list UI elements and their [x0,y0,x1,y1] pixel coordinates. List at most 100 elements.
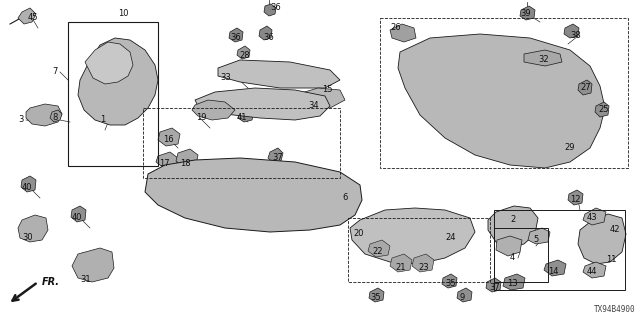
Text: 25: 25 [598,106,609,115]
Text: 22: 22 [372,247,383,257]
Text: 10: 10 [118,10,129,19]
Text: 28: 28 [239,52,250,60]
Polygon shape [578,80,592,95]
Polygon shape [176,149,198,167]
Polygon shape [595,102,609,117]
Bar [494,228,548,282]
Text: 35: 35 [445,279,456,289]
Text: 35: 35 [370,293,381,302]
Text: 30: 30 [22,234,33,243]
Text: 31: 31 [80,276,91,284]
Text: 37: 37 [489,284,500,292]
Polygon shape [218,60,340,88]
Text: 43: 43 [587,213,598,222]
Text: 20: 20 [353,229,364,238]
Polygon shape [229,28,243,42]
Polygon shape [18,8,36,24]
Polygon shape [520,6,535,20]
Polygon shape [398,34,605,168]
Text: 12: 12 [570,196,580,204]
Polygon shape [496,236,522,256]
Text: 21: 21 [395,263,406,273]
Polygon shape [268,148,283,163]
Text: FR.: FR. [42,277,60,287]
Text: 5: 5 [533,236,538,244]
Polygon shape [156,152,178,168]
Text: 6: 6 [342,194,348,203]
Text: 39: 39 [520,10,531,19]
Polygon shape [72,248,114,282]
Polygon shape [78,38,158,125]
Text: 44: 44 [587,268,598,276]
Polygon shape [259,26,272,40]
Polygon shape [85,42,133,84]
Polygon shape [296,88,345,108]
Text: 2: 2 [510,215,515,225]
Text: 29: 29 [564,143,575,153]
Text: 32: 32 [538,55,548,65]
Polygon shape [350,208,475,264]
Text: 41: 41 [237,114,248,123]
Polygon shape [21,176,36,192]
Polygon shape [457,288,472,302]
Text: 8: 8 [52,113,58,122]
Text: 14: 14 [548,268,559,276]
Polygon shape [503,274,525,290]
Polygon shape [237,46,250,59]
Text: 40: 40 [72,213,83,222]
Polygon shape [368,240,390,257]
Polygon shape [238,108,254,122]
Polygon shape [583,208,606,225]
Polygon shape [264,4,276,16]
Text: 24: 24 [445,234,456,243]
Text: 27: 27 [580,84,591,92]
Polygon shape [442,274,457,288]
Polygon shape [145,158,362,232]
Text: 17: 17 [159,159,170,169]
Polygon shape [71,206,86,222]
Polygon shape [578,214,626,264]
Polygon shape [488,206,538,248]
Polygon shape [583,262,606,278]
Text: 23: 23 [418,263,429,273]
Polygon shape [158,128,180,146]
Bar [348,218,490,282]
Text: 9: 9 [460,293,465,302]
Polygon shape [568,190,583,205]
Text: 18: 18 [180,159,191,169]
Polygon shape [486,278,501,292]
Text: 38: 38 [570,31,580,41]
Text: 11: 11 [606,255,616,265]
Polygon shape [18,215,48,242]
Text: 37: 37 [272,154,283,163]
Polygon shape [544,260,566,276]
Polygon shape [192,100,235,120]
Polygon shape [564,24,579,38]
Polygon shape [524,50,562,66]
Text: 34: 34 [308,100,319,109]
Polygon shape [195,88,330,120]
Text: 45: 45 [28,13,38,22]
Text: 19: 19 [196,114,207,123]
Text: 13: 13 [507,279,518,289]
Text: 36: 36 [230,34,241,43]
Bar [494,210,625,290]
Text: 42: 42 [610,226,621,235]
Polygon shape [390,254,412,272]
Polygon shape [390,24,416,42]
Text: 15: 15 [322,85,333,94]
Text: 3: 3 [18,116,24,124]
Text: 40: 40 [22,183,33,193]
Polygon shape [369,288,384,302]
Text: 26: 26 [390,23,401,33]
Polygon shape [528,228,550,244]
Bar [143,108,340,178]
Polygon shape [50,110,62,122]
Polygon shape [26,104,62,126]
Text: 33: 33 [220,74,231,83]
Text: 36: 36 [263,34,274,43]
Text: 4: 4 [510,253,515,262]
Text: 16: 16 [163,135,173,145]
Text: 7: 7 [52,68,58,76]
Text: 36: 36 [270,4,281,12]
